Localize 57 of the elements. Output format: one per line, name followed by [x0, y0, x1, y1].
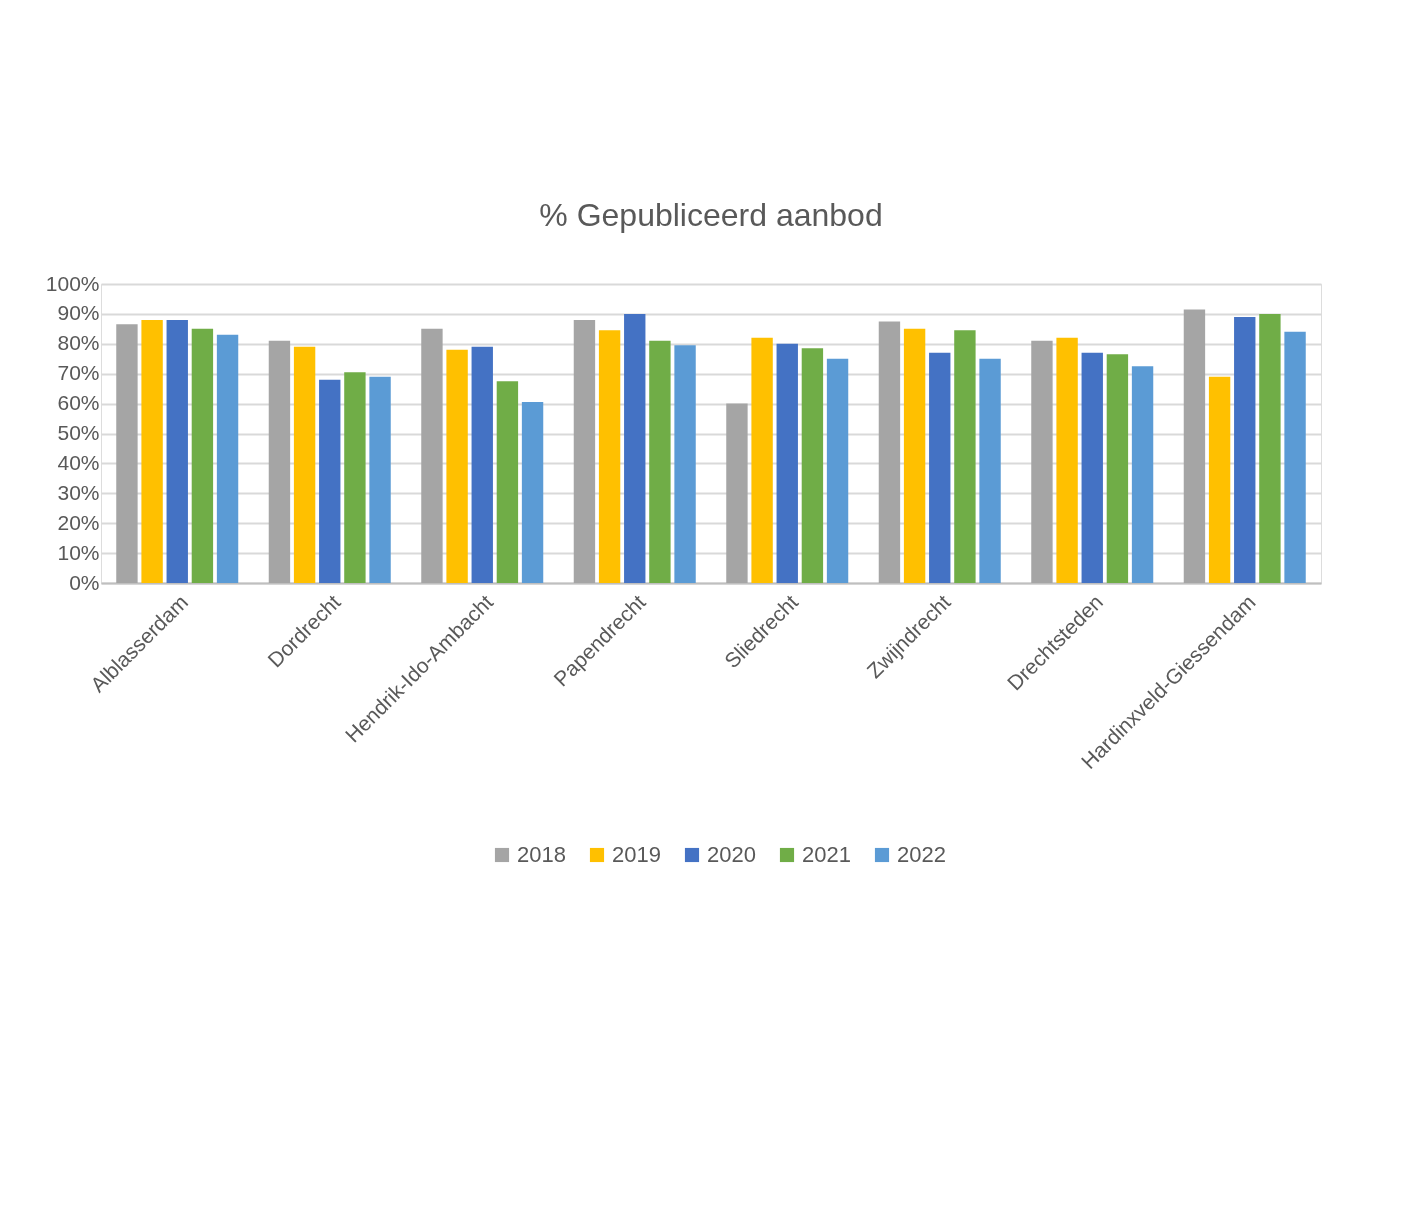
bar: [166, 319, 188, 583]
bar: [979, 358, 1001, 583]
bar: [801, 348, 824, 583]
bar: [496, 381, 519, 583]
bar: [573, 319, 596, 583]
bar: [954, 330, 976, 583]
bar: [344, 372, 366, 583]
bar: [191, 328, 214, 583]
bar: [826, 358, 849, 583]
bar: [319, 379, 341, 583]
bar: [116, 324, 138, 583]
legend-label: 2020: [707, 842, 756, 867]
bar: [751, 337, 773, 583]
bar: [293, 346, 316, 583]
bar: [216, 334, 239, 583]
bar: [369, 376, 391, 583]
bar: [1259, 313, 1281, 583]
bar: [1208, 376, 1231, 583]
bar: [649, 340, 671, 583]
bar: [674, 345, 696, 583]
y-tick-label: 10%: [57, 540, 100, 564]
bar: [624, 313, 646, 583]
bar: [521, 402, 544, 583]
y-tick-label: 0%: [69, 570, 100, 594]
bar: [471, 346, 493, 583]
y-tick-label: 100%: [45, 271, 100, 295]
bar: [776, 343, 798, 583]
bar: [1031, 340, 1053, 583]
bar: [141, 319, 163, 583]
bar: [1234, 316, 1256, 583]
y-tick-label: 70%: [57, 361, 100, 385]
bar: [1183, 309, 1206, 583]
legend-label: 2022: [897, 842, 946, 867]
bar: [268, 340, 291, 583]
y-tick-label: 90%: [57, 301, 100, 325]
bar: [1106, 354, 1129, 583]
chart-title: % Gepubliceerd aanbod: [539, 197, 883, 233]
bar: [446, 349, 468, 583]
y-tick-label: 80%: [57, 331, 100, 355]
bar: [421, 328, 443, 583]
bar: [903, 328, 926, 583]
bar: [1081, 352, 1103, 583]
y-tick-label: 40%: [57, 450, 100, 474]
y-tick-label: 30%: [57, 480, 100, 504]
y-tick-label: 60%: [57, 391, 100, 415]
bar: [726, 403, 748, 583]
bar: [929, 352, 951, 583]
y-tick-label: 50%: [57, 421, 100, 444]
bar: [878, 321, 901, 583]
bar: [598, 330, 621, 583]
legend-label: 2021: [802, 842, 851, 867]
bar: [1131, 366, 1154, 583]
bar: [1056, 337, 1078, 583]
y-tick-label: 20%: [57, 510, 100, 534]
legend-label: 2019: [612, 842, 661, 867]
bar: [1284, 331, 1306, 583]
legend-label: 2018: [517, 842, 566, 867]
